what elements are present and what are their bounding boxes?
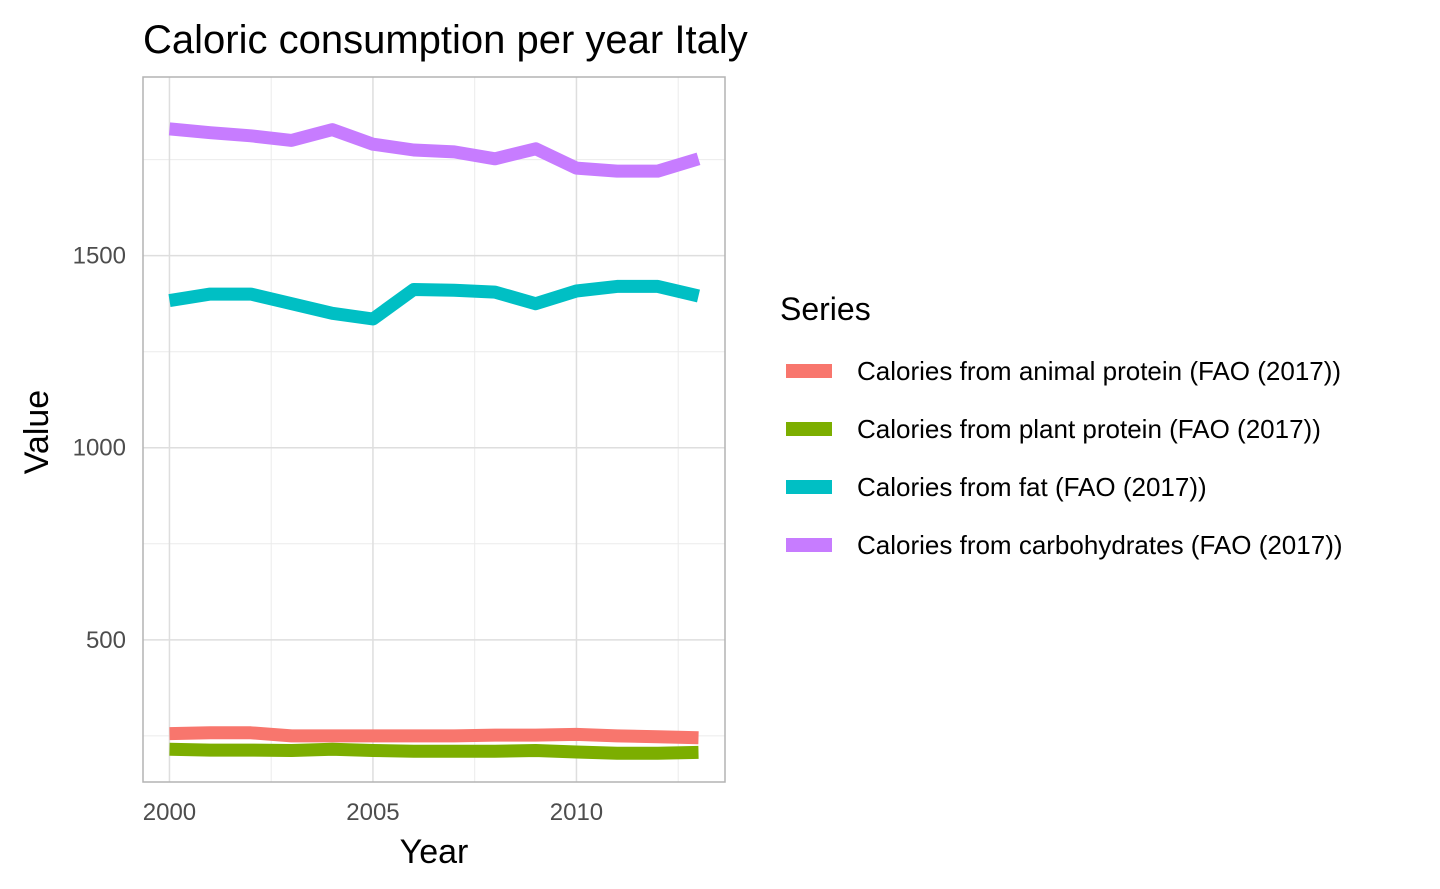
grid — [143, 77, 725, 782]
y-axis-title: Value — [18, 390, 56, 474]
panel-border — [142, 76, 726, 783]
y-tick-label: 500 — [86, 627, 126, 654]
x-tick-label: 2000 — [143, 799, 196, 826]
x-tick-label: 2005 — [346, 799, 399, 826]
legend-swatch-4 — [786, 538, 832, 552]
legend-label-2: Calories from plant protein (FAO (2017)) — [857, 414, 1321, 444]
series-lines — [168, 122, 701, 760]
x-axis-title: Year — [400, 833, 469, 871]
legend-swatch-1 — [786, 364, 832, 378]
series-line-1 — [169, 726, 699, 745]
legend-label-4: Calories from carbohydrates (FAO (2017)) — [857, 530, 1343, 560]
x-axis: 2000 2005 2010 — [143, 799, 603, 826]
legend-label-3: Calories from fat (FAO (2017)) — [857, 472, 1207, 502]
series-line-3 — [168, 279, 700, 326]
y-tick-label: 1000 — [73, 435, 126, 462]
y-axis: 500 1000 1500 — [73, 243, 126, 654]
legend-swatch-3 — [786, 480, 832, 494]
chart-title: Caloric consumption per year Italy — [143, 18, 748, 62]
x-tick-label: 2010 — [550, 799, 603, 826]
legend: Calories from animal protein (FAO (2017)… — [786, 356, 1343, 560]
series-line-4 — [168, 122, 701, 178]
series-line-2 — [169, 742, 699, 760]
y-tick-label: 1500 — [73, 243, 126, 270]
legend-title: Series — [780, 291, 871, 327]
legend-swatch-2 — [786, 422, 832, 436]
legend-label-1: Calories from animal protein (FAO (2017)… — [857, 356, 1341, 386]
